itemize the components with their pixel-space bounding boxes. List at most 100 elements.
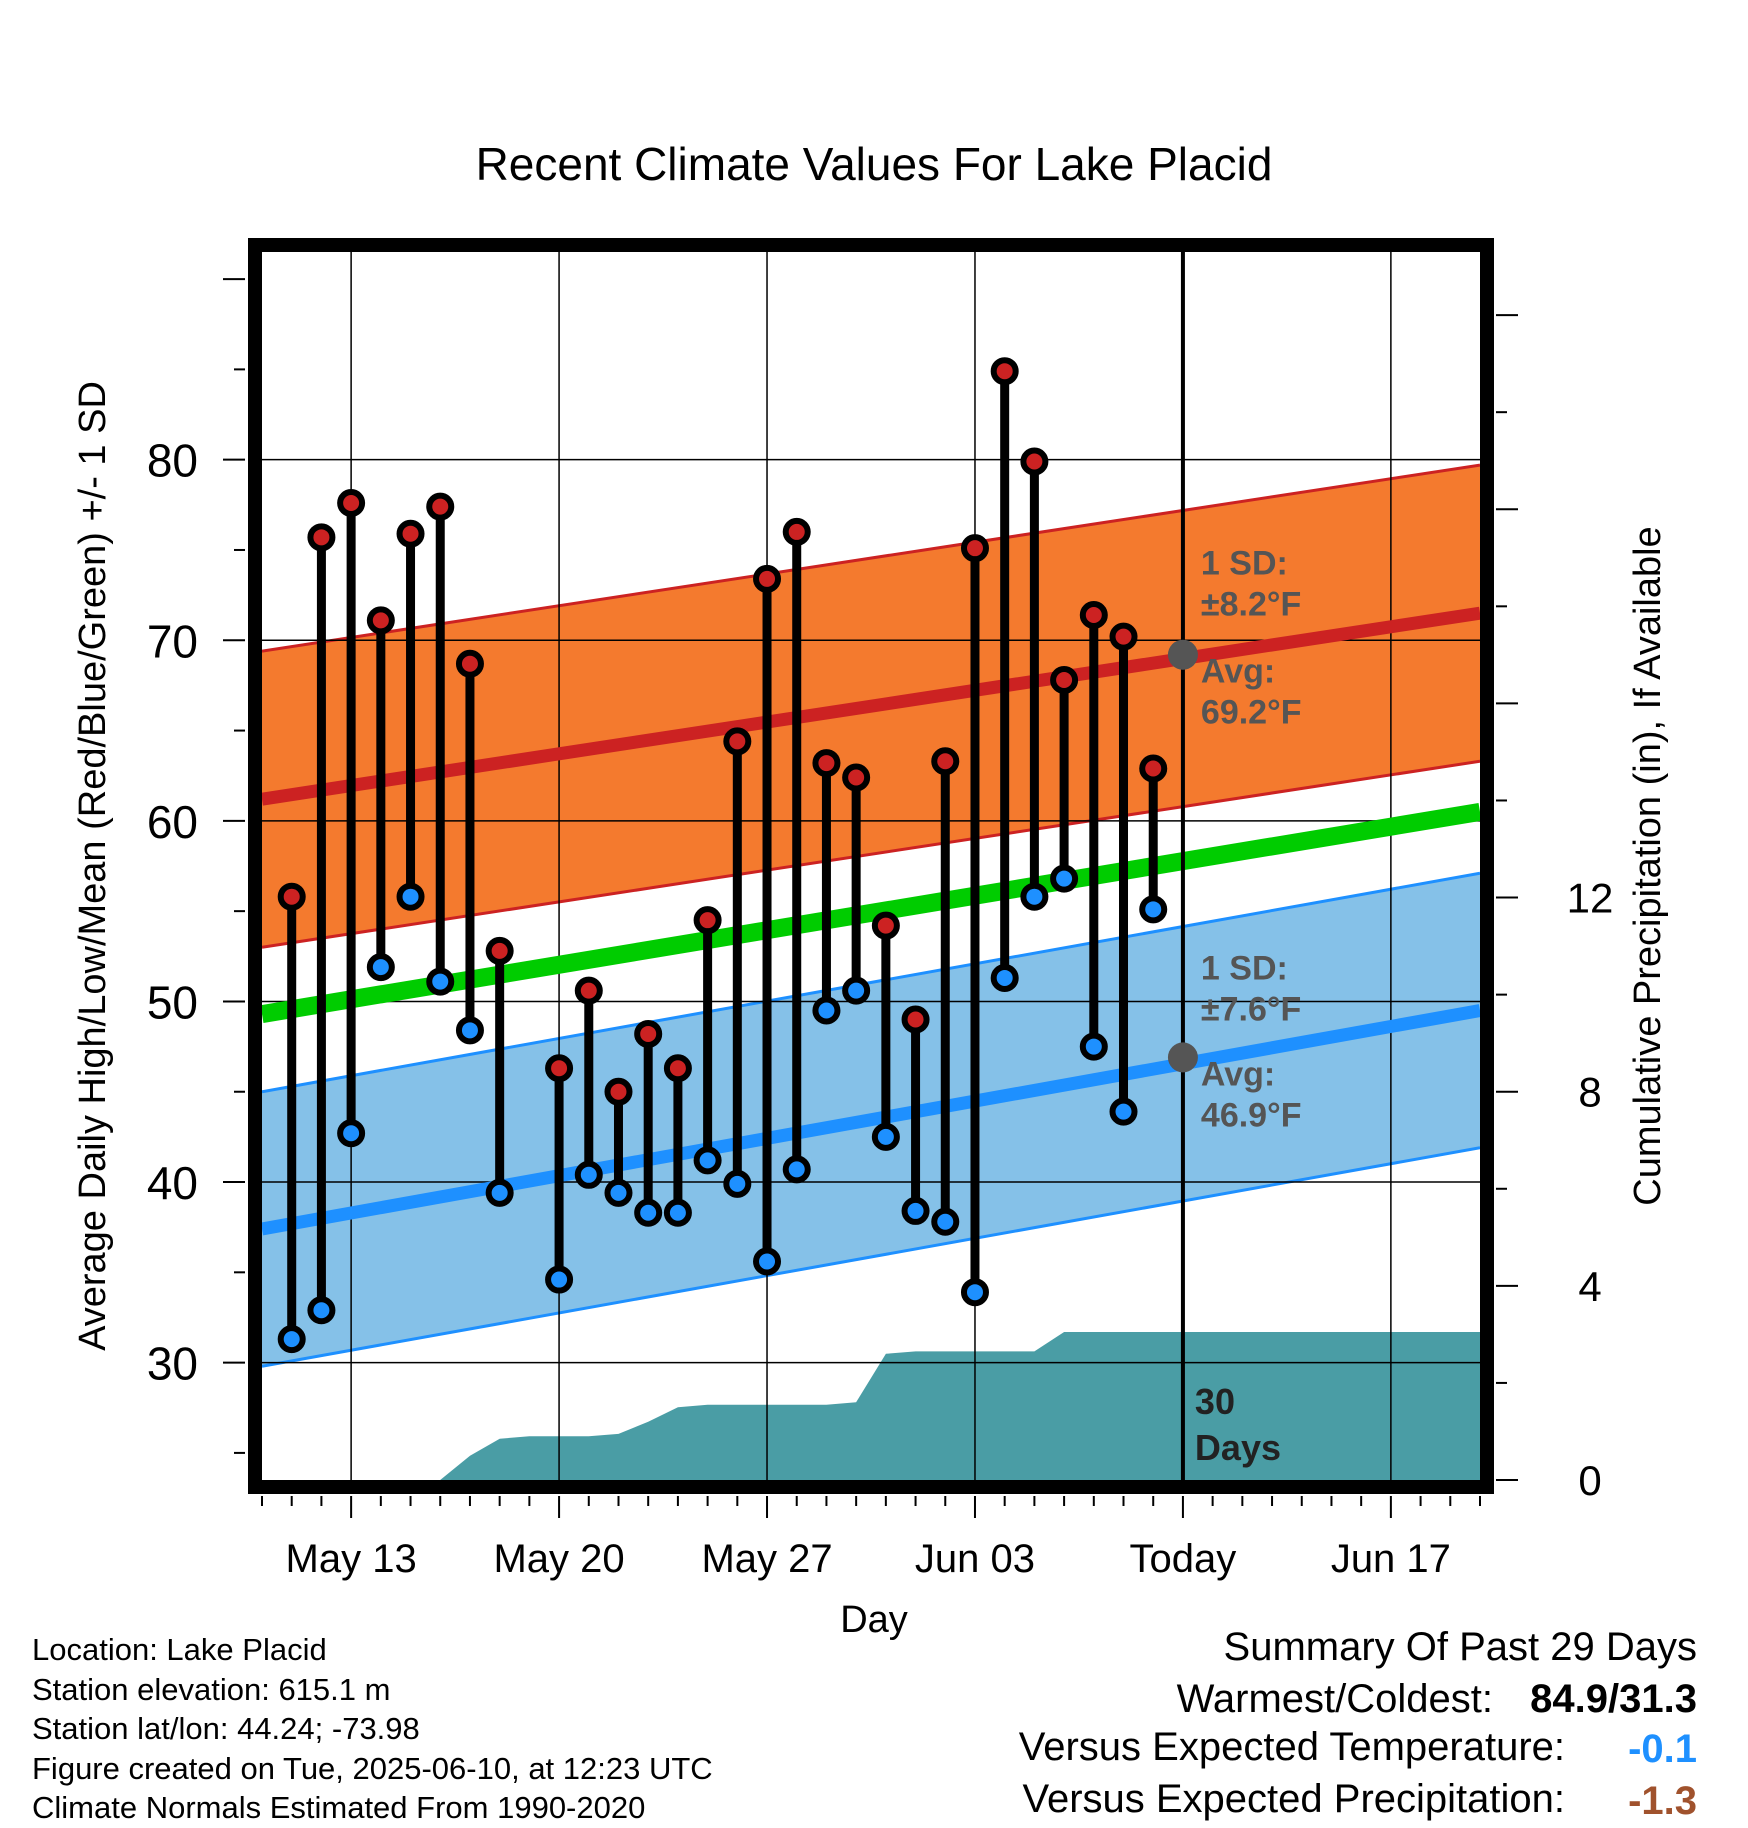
daily-high-point xyxy=(1139,754,1168,783)
normal-annotations: 1 SD: ±8.2°F Avg: 69.2°F 1 SD: ±7.6°F Av… xyxy=(1167,545,1302,1468)
daily-high-point xyxy=(307,523,336,552)
daily-high-point xyxy=(277,882,306,911)
low-sd-value: ±7.6°F xyxy=(1201,990,1301,1028)
daily-high-point xyxy=(693,906,722,935)
high-avg-value: 69.2°F xyxy=(1201,694,1302,732)
daily-low-point xyxy=(1109,1097,1138,1126)
daily-low-point xyxy=(960,1278,989,1307)
daily-low-point xyxy=(277,1325,306,1354)
y-left-tick-label: 40 xyxy=(147,1157,198,1209)
daily-low-point xyxy=(485,1178,514,1207)
daily-high-point xyxy=(366,606,395,635)
low-sd-label: 1 SD: xyxy=(1201,949,1288,987)
x-tick-label: Today xyxy=(1130,1537,1237,1581)
daily-high-point xyxy=(1020,447,1049,476)
plot-frame xyxy=(248,238,1494,1494)
low-average-marker xyxy=(1167,1042,1198,1073)
low-sd-band-upper-edge xyxy=(262,871,1480,1094)
summary-warm-cold-label: Warmest/Coldest: xyxy=(1177,1677,1493,1721)
y-left-tick-label: 60 xyxy=(147,796,198,848)
normal-lines-layer xyxy=(262,606,1480,1236)
y-right-tick-label: 0 xyxy=(1578,1457,1601,1504)
summary-temp-label: Versus Expected Temperature: xyxy=(1019,1725,1565,1769)
summary-precip-value: -1.3 xyxy=(1628,1779,1697,1823)
daily-high-point xyxy=(990,357,1019,386)
daily-high-point xyxy=(931,747,960,776)
daily-low-point xyxy=(634,1198,663,1227)
high-sd-value: ±8.2°F xyxy=(1201,586,1301,624)
info-location: Location: Lake Placid xyxy=(32,1632,327,1667)
daily-low-point xyxy=(901,1196,930,1225)
high-avg-label: Avg: xyxy=(1201,653,1275,691)
daily-low-point xyxy=(931,1207,960,1236)
station-info: Location: Lake Placid Station elevation:… xyxy=(32,1632,713,1825)
daily-low-point xyxy=(604,1178,633,1207)
y-left-tick-label: 80 xyxy=(147,435,198,487)
daily-low-point xyxy=(663,1198,692,1227)
daily-low-point xyxy=(990,963,1019,992)
y-left-tick-label: 30 xyxy=(147,1338,198,1390)
daily-low-point xyxy=(1139,895,1168,924)
precipitation-area-layer xyxy=(440,1332,1480,1480)
daily-high-point xyxy=(604,1077,633,1106)
daily-high-point xyxy=(396,519,425,548)
y-right-tick-label: 12 xyxy=(1567,875,1614,922)
daily-high-point xyxy=(1079,600,1108,629)
high-sd-band-lower-edge xyxy=(262,759,1480,949)
daily-low-point xyxy=(545,1265,574,1294)
daily-high-point xyxy=(663,1054,692,1083)
daily-high-point xyxy=(753,564,782,593)
left-axis: 30 40 50 60 70 80 xyxy=(147,278,245,1454)
daily-high-point xyxy=(723,727,752,756)
daily-low-point xyxy=(812,996,841,1025)
daily-low-point xyxy=(455,1016,484,1045)
today-days-label-line: 30 xyxy=(1195,1381,1235,1422)
y-left-tick-label: 50 xyxy=(147,976,198,1028)
summary-block: Summary Of Past 29 Days Warmest/Coldest:… xyxy=(1019,1625,1697,1823)
y-left-tick-label: 70 xyxy=(147,615,198,667)
summary-temp-value: -0.1 xyxy=(1628,1727,1697,1771)
precipitation-area xyxy=(440,1332,1480,1480)
daily-high-point xyxy=(812,749,841,778)
x-tick-label: May 27 xyxy=(701,1537,832,1581)
daily-low-point xyxy=(723,1169,752,1198)
today-days-label: 30 Days xyxy=(1195,1381,1281,1468)
summary-title: Summary Of Past 29 Days xyxy=(1224,1625,1697,1669)
info-created: Figure created on Tue, 2025-06-10, at 12… xyxy=(32,1751,713,1786)
daily-low-point xyxy=(1079,1032,1108,1061)
high-normal-line xyxy=(262,606,1480,806)
x-tick-label: Jun 17 xyxy=(1331,1537,1451,1581)
y-right-tick-label: 4 xyxy=(1578,1263,1601,1310)
info-latlon: Station lat/lon: 44.24; -73.98 xyxy=(32,1711,420,1746)
daily-low-point xyxy=(396,882,425,911)
daily-low-point xyxy=(782,1155,811,1184)
daily-high-point xyxy=(782,517,811,546)
low-avg-value: 46.9°F xyxy=(1201,1096,1302,1134)
daily-high-point xyxy=(960,534,989,563)
today-days-label-line: Days xyxy=(1195,1427,1281,1468)
bottom-axis: May 13 May 20 May 27 Jun 03 Today Jun 17 xyxy=(261,1496,1481,1581)
daily-points xyxy=(277,357,1168,1354)
daily-low-point xyxy=(693,1146,722,1175)
x-tick-label: May 13 xyxy=(286,1537,417,1581)
daily-low-point xyxy=(366,953,395,982)
high-sd-band-upper-edge xyxy=(262,463,1480,653)
y-axis-right-label: Cumulative Precipitation (in), If Availa… xyxy=(1627,526,1669,1205)
daily-low-point xyxy=(426,967,455,996)
x-axis-label: Day xyxy=(840,1599,908,1641)
mean-normal-line xyxy=(262,802,1480,1023)
daily-high-point xyxy=(574,976,603,1005)
daily-high-point xyxy=(337,489,366,518)
summary-warm-cold-value: 84.9/31.3 xyxy=(1530,1677,1697,1721)
daily-high-point xyxy=(871,911,900,940)
daily-low-point xyxy=(337,1119,366,1148)
chart-title: Recent Climate Values For Lake Placid xyxy=(476,138,1273,190)
daily-low-point xyxy=(1020,882,1049,911)
x-tick-label: May 20 xyxy=(493,1537,624,1581)
daily-range-stems xyxy=(287,371,1158,1340)
daily-high-point xyxy=(901,1005,930,1034)
daily-high-point xyxy=(1109,622,1138,651)
daily-low-point xyxy=(1050,864,1079,893)
daily-high-point xyxy=(485,936,514,965)
